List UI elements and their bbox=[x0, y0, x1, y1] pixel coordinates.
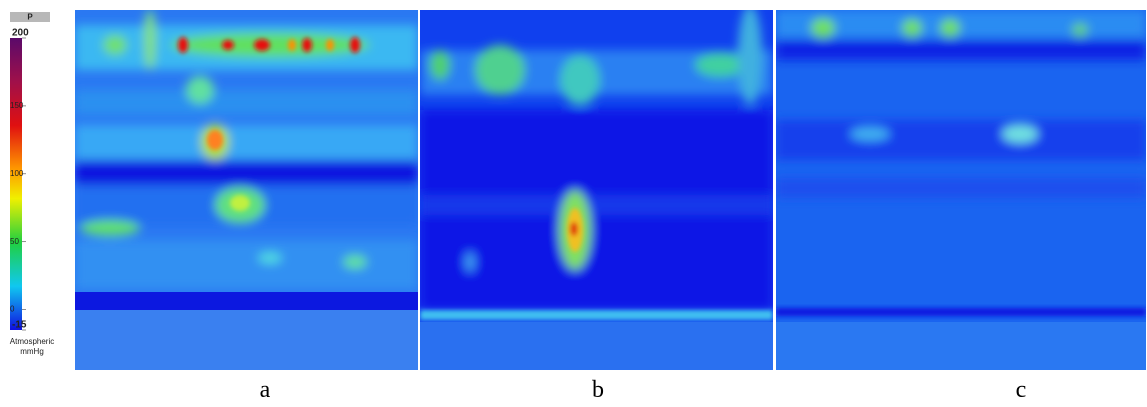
tick-label: 100 bbox=[10, 169, 24, 178]
tick-label: 50 bbox=[10, 237, 19, 246]
colorbar-ticks: 200 150 100 50 0 -15 bbox=[10, 28, 29, 331]
colorbar-title: P bbox=[27, 13, 33, 22]
heatmap-a bbox=[75, 10, 418, 370]
colorbar-gradient bbox=[10, 38, 22, 330]
panel-label: b bbox=[592, 377, 604, 403]
panel-label: c bbox=[1016, 377, 1027, 403]
tick-label: 0 bbox=[10, 305, 15, 314]
heatmap-b bbox=[420, 10, 773, 370]
colorbar: P 200 150 100 50 0 -15 Atmospheric mmHg bbox=[10, 12, 54, 356]
unit-label: mmHg bbox=[20, 347, 44, 356]
tick-label: 200 bbox=[12, 28, 29, 39]
tick-label: -15 bbox=[12, 320, 27, 331]
colorbar-header bbox=[10, 12, 50, 22]
heatmap-c bbox=[776, 10, 1146, 370]
tick-label: 150 bbox=[10, 101, 24, 110]
unit-label: Atmospheric bbox=[10, 337, 54, 346]
panel-label: a bbox=[260, 377, 271, 403]
